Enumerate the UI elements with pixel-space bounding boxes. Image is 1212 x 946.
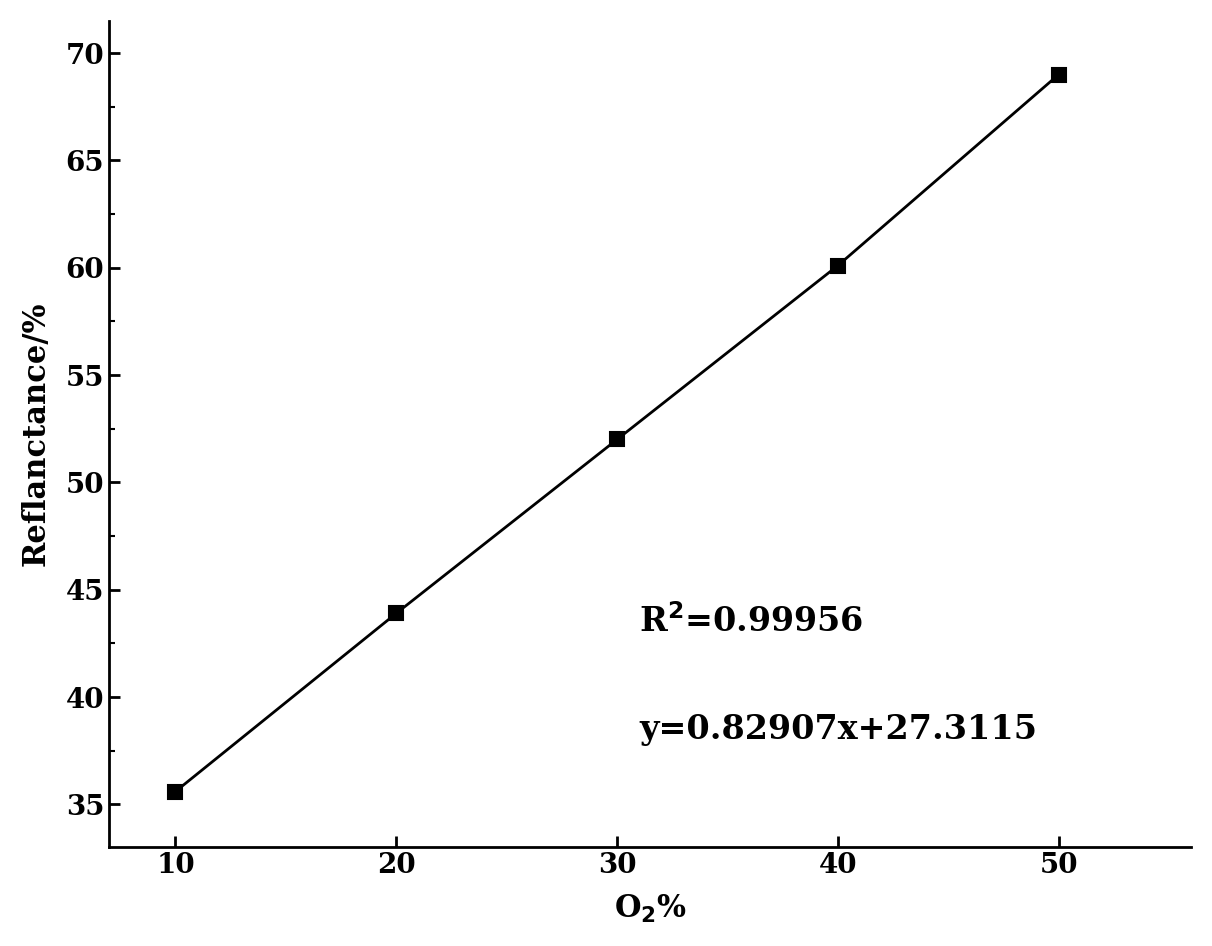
Y-axis label: Reflanctance/%: Reflanctance/%	[21, 302, 52, 567]
Text: y=0.82907x+27.3115: y=0.82907x+27.3115	[639, 712, 1037, 745]
Text: R$^2$=0.99956: R$^2$=0.99956	[639, 604, 864, 639]
X-axis label: O$_2$%: O$_2$%	[613, 893, 687, 925]
